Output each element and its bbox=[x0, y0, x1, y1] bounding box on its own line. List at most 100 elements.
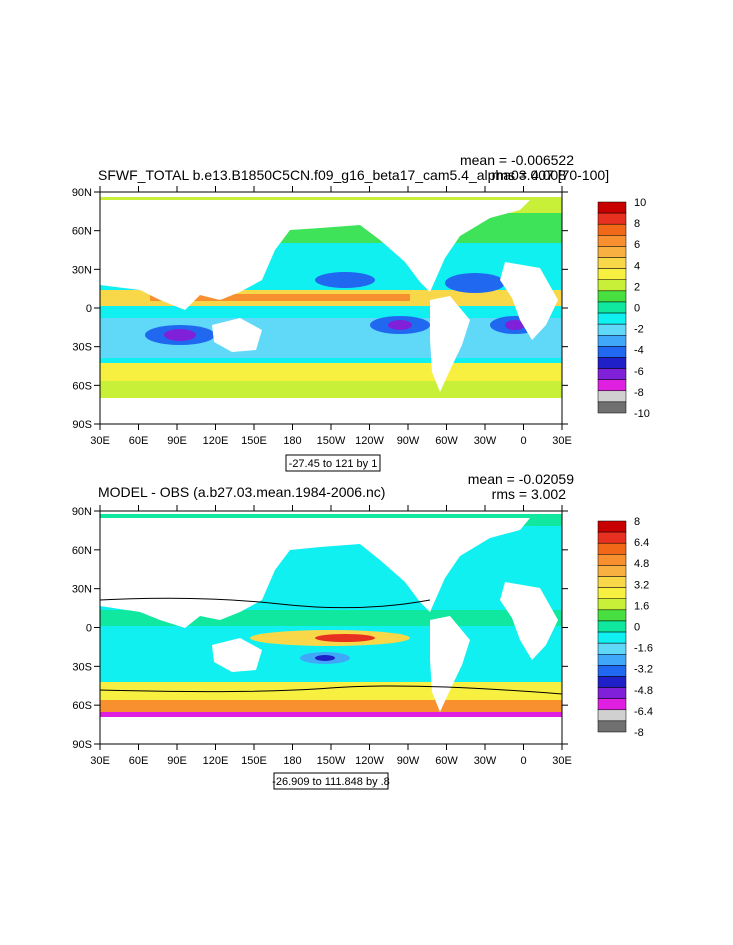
axis-ticks: 30E 60E 90E 120E 150E 180 150W 120W 90W 60W 30W 0 30… bbox=[72, 505, 572, 767]
colorbar-swatch bbox=[597, 698, 627, 711]
x-tick-label: 60W bbox=[435, 435, 458, 447]
x-tick-label: 120W bbox=[355, 435, 384, 447]
y-tick-label: 30S bbox=[72, 342, 92, 354]
colorbar-swatch bbox=[597, 720, 627, 733]
y-tick-label: 0 bbox=[86, 303, 92, 315]
colorbar-swatch bbox=[597, 642, 627, 655]
colorbar-swatch bbox=[597, 531, 627, 544]
colorbar-label: -2 bbox=[634, 324, 644, 336]
x-tick-label: 120W bbox=[355, 755, 384, 767]
x-tick-label: 30W bbox=[474, 435, 497, 447]
colorbar-swatch bbox=[597, 390, 627, 403]
y-tick-label: 90N bbox=[72, 187, 92, 199]
colorbar-swatch bbox=[597, 709, 627, 722]
colorbar-swatch bbox=[597, 520, 627, 533]
x-tick-label: 90E bbox=[167, 755, 187, 767]
colorbar-swatch bbox=[597, 257, 627, 269]
x-tick-label: 150E bbox=[241, 755, 267, 767]
y-tick-label: 90S bbox=[72, 419, 92, 431]
colorbar-swatch bbox=[597, 401, 627, 414]
y-tick-label: 30N bbox=[72, 584, 92, 596]
y-tick-label: 30N bbox=[72, 264, 92, 276]
colorbar-swatch bbox=[597, 212, 627, 225]
y-tick-label: 30S bbox=[72, 661, 92, 673]
colorbar-swatch bbox=[597, 587, 627, 599]
contour-info-text: -26.909 to 111.848 by .8 bbox=[272, 776, 390, 788]
contour-info-box: -26.909 to 111.848 by .8 bbox=[272, 772, 390, 790]
colorbar-label: -3.2 bbox=[634, 664, 653, 676]
colorbar-label: -1.6 bbox=[634, 643, 653, 655]
panel-bottom: mean = -0.02059 MODEL - OBS (a.b27.03.me… bbox=[72, 471, 653, 790]
map-field bbox=[100, 192, 562, 424]
x-tick-label: 30E bbox=[552, 755, 572, 767]
colorbar-swatch bbox=[597, 542, 627, 555]
x-tick-label: 60W bbox=[435, 755, 458, 767]
x-tick-label: 150E bbox=[241, 435, 267, 447]
colorbar-swatch bbox=[597, 576, 627, 588]
colorbar-label: -6.4 bbox=[634, 706, 653, 718]
colorbar-label: -8 bbox=[634, 727, 644, 739]
colorbar-label: -8 bbox=[634, 387, 644, 399]
colorbar-label: 4.8 bbox=[634, 558, 649, 570]
contour-info-text: -27.45 to 121 by 1 bbox=[289, 458, 378, 470]
panel-title: SFWF_TOTAL b.e13.B1850C5CN.f09_g16_beta1… bbox=[98, 167, 609, 183]
colorbar-swatch bbox=[597, 554, 627, 566]
colorbar-label: 3.2 bbox=[634, 579, 649, 591]
x-tick-label: 90E bbox=[167, 435, 187, 447]
colorbar-label: 10 bbox=[634, 197, 646, 209]
colorbar-swatch bbox=[597, 687, 627, 699]
colorbar-swatch bbox=[597, 379, 627, 392]
colorbar-swatch bbox=[597, 654, 627, 666]
y-tick-label: 60N bbox=[72, 545, 92, 557]
colorbar-swatch bbox=[597, 598, 627, 611]
colorbar-swatch bbox=[597, 301, 627, 314]
panel-top: mean = -0.006522 SFWF_TOTAL b.e13.B1850C… bbox=[72, 152, 650, 472]
rms-text: rms = 3.002 bbox=[492, 486, 567, 502]
colorbar-swatch bbox=[597, 676, 627, 688]
colorbar-swatch bbox=[597, 565, 627, 577]
panel-title: MODEL - OBS (a.b27.03.mean.1984-2006.nc) bbox=[98, 484, 385, 500]
y-tick-label: 90N bbox=[72, 506, 92, 518]
x-tick-label: 30E bbox=[90, 755, 110, 767]
colorbar-swatch bbox=[597, 223, 627, 236]
y-tick-label: 60S bbox=[72, 700, 92, 712]
colorbar-label: -10 bbox=[634, 408, 650, 420]
colorbar-swatch bbox=[597, 235, 627, 247]
colorbar-swatch bbox=[597, 665, 627, 677]
colorbar-swatch bbox=[597, 246, 627, 258]
mean-text: mean = -0.006522 bbox=[460, 152, 574, 168]
colorbar-swatch bbox=[597, 290, 627, 303]
x-tick-label: 90W bbox=[397, 435, 420, 447]
x-tick-label: 150W bbox=[317, 435, 346, 447]
x-tick-label: 120E bbox=[203, 435, 229, 447]
colorbar-label: 2 bbox=[634, 281, 640, 293]
colorbar-label: 6 bbox=[634, 239, 640, 251]
colorbar-label: 1.6 bbox=[634, 600, 649, 612]
colorbar-swatch bbox=[597, 312, 627, 325]
colorbar-label: -4.8 bbox=[634, 685, 653, 697]
colorbar-swatch bbox=[597, 201, 627, 214]
map-field bbox=[100, 511, 562, 744]
colorbar-swatch bbox=[597, 357, 627, 369]
colorbar: 10 8 6 4 2 0 -2 -4 -6 -8 -10 bbox=[597, 197, 650, 420]
colorbar-swatch bbox=[597, 323, 627, 336]
colorbar: 8 6.4 4.8 3.2 1.6 0 -1.6 -3.2 -4.8 -6.4 -8 bbox=[597, 516, 653, 739]
x-tick-label: 60E bbox=[129, 435, 149, 447]
axis-ticks: 30E 60E 90E 120E 150E 180 150W 120W 90W 60W 30W 0 30… bbox=[72, 186, 572, 447]
colorbar-label: 8 bbox=[634, 218, 640, 230]
colorbar-swatch bbox=[597, 631, 627, 644]
colorbar-label: 0 bbox=[634, 303, 640, 315]
contour-info-box: -27.45 to 121 by 1 bbox=[285, 454, 381, 472]
colorbar-label: -6 bbox=[634, 366, 644, 378]
colorbar-label: -4 bbox=[634, 345, 644, 357]
x-tick-label: 180 bbox=[283, 435, 301, 447]
colorbar-swatch bbox=[597, 620, 627, 633]
rms-text: rms = 4.008 bbox=[492, 167, 567, 183]
colorbar-label: 8 bbox=[634, 516, 640, 528]
colorbar-swatch bbox=[597, 335, 627, 347]
y-tick-label: 0 bbox=[86, 623, 92, 635]
colorbar-swatch bbox=[597, 609, 627, 622]
colorbar-swatch bbox=[597, 368, 627, 380]
x-tick-label: 30E bbox=[552, 435, 572, 447]
